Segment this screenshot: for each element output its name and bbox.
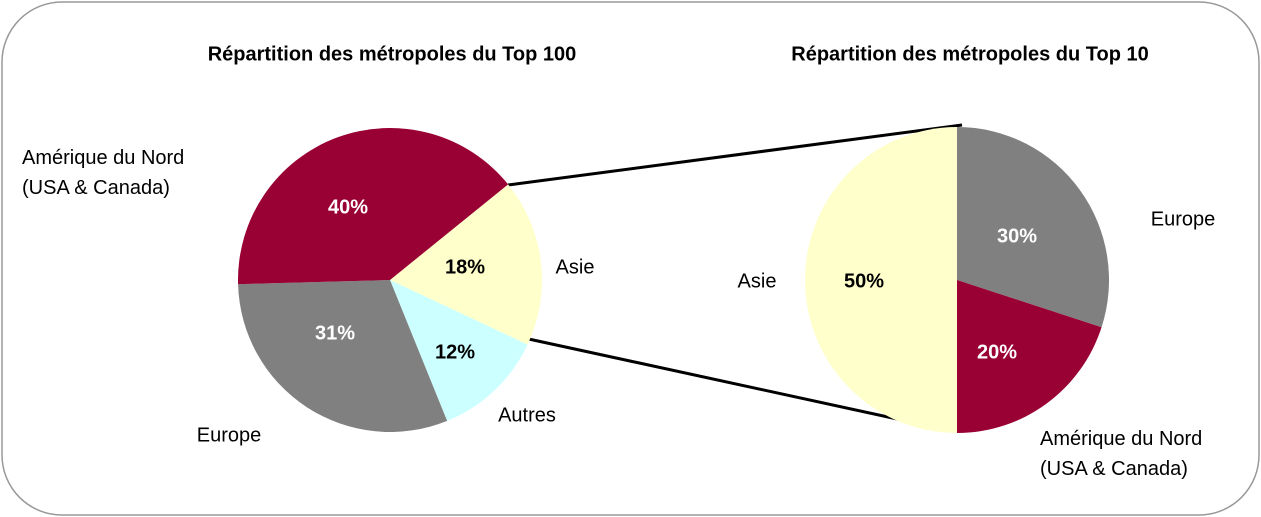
category-label: Asie — [556, 256, 595, 278]
pie-slice — [390, 280, 528, 421]
pie-slice — [957, 127, 1109, 328]
value-label: 20% — [977, 341, 1017, 363]
category-label: Amérique du Nord (USA & Canada) — [22, 147, 184, 199]
value-label: 30% — [997, 225, 1037, 247]
category-label: Autres — [498, 404, 556, 426]
connector — [523, 336, 949, 432]
pie-slice — [390, 184, 542, 345]
connector — [507, 123, 963, 187]
chart-title: Répartition des métropoles du Top 100 — [208, 43, 577, 65]
category-label: Asie — [738, 270, 777, 292]
category-label: Europe — [197, 424, 262, 446]
pie-slice — [957, 280, 1102, 433]
value-label: 40% — [328, 196, 368, 218]
value-label: 31% — [315, 322, 355, 344]
category-label: Europe — [1151, 208, 1216, 230]
pie-slice — [238, 280, 448, 432]
chart-title: Répartition des métropoles du Top 10 — [791, 43, 1148, 65]
category-label: Amérique du Nord (USA & Canada) — [1040, 428, 1202, 480]
pie-slice — [805, 127, 957, 433]
value-label: 50% — [844, 270, 884, 292]
value-label: 12% — [435, 341, 475, 363]
value-label: 18% — [445, 256, 485, 278]
pie-slice — [238, 127, 509, 285]
